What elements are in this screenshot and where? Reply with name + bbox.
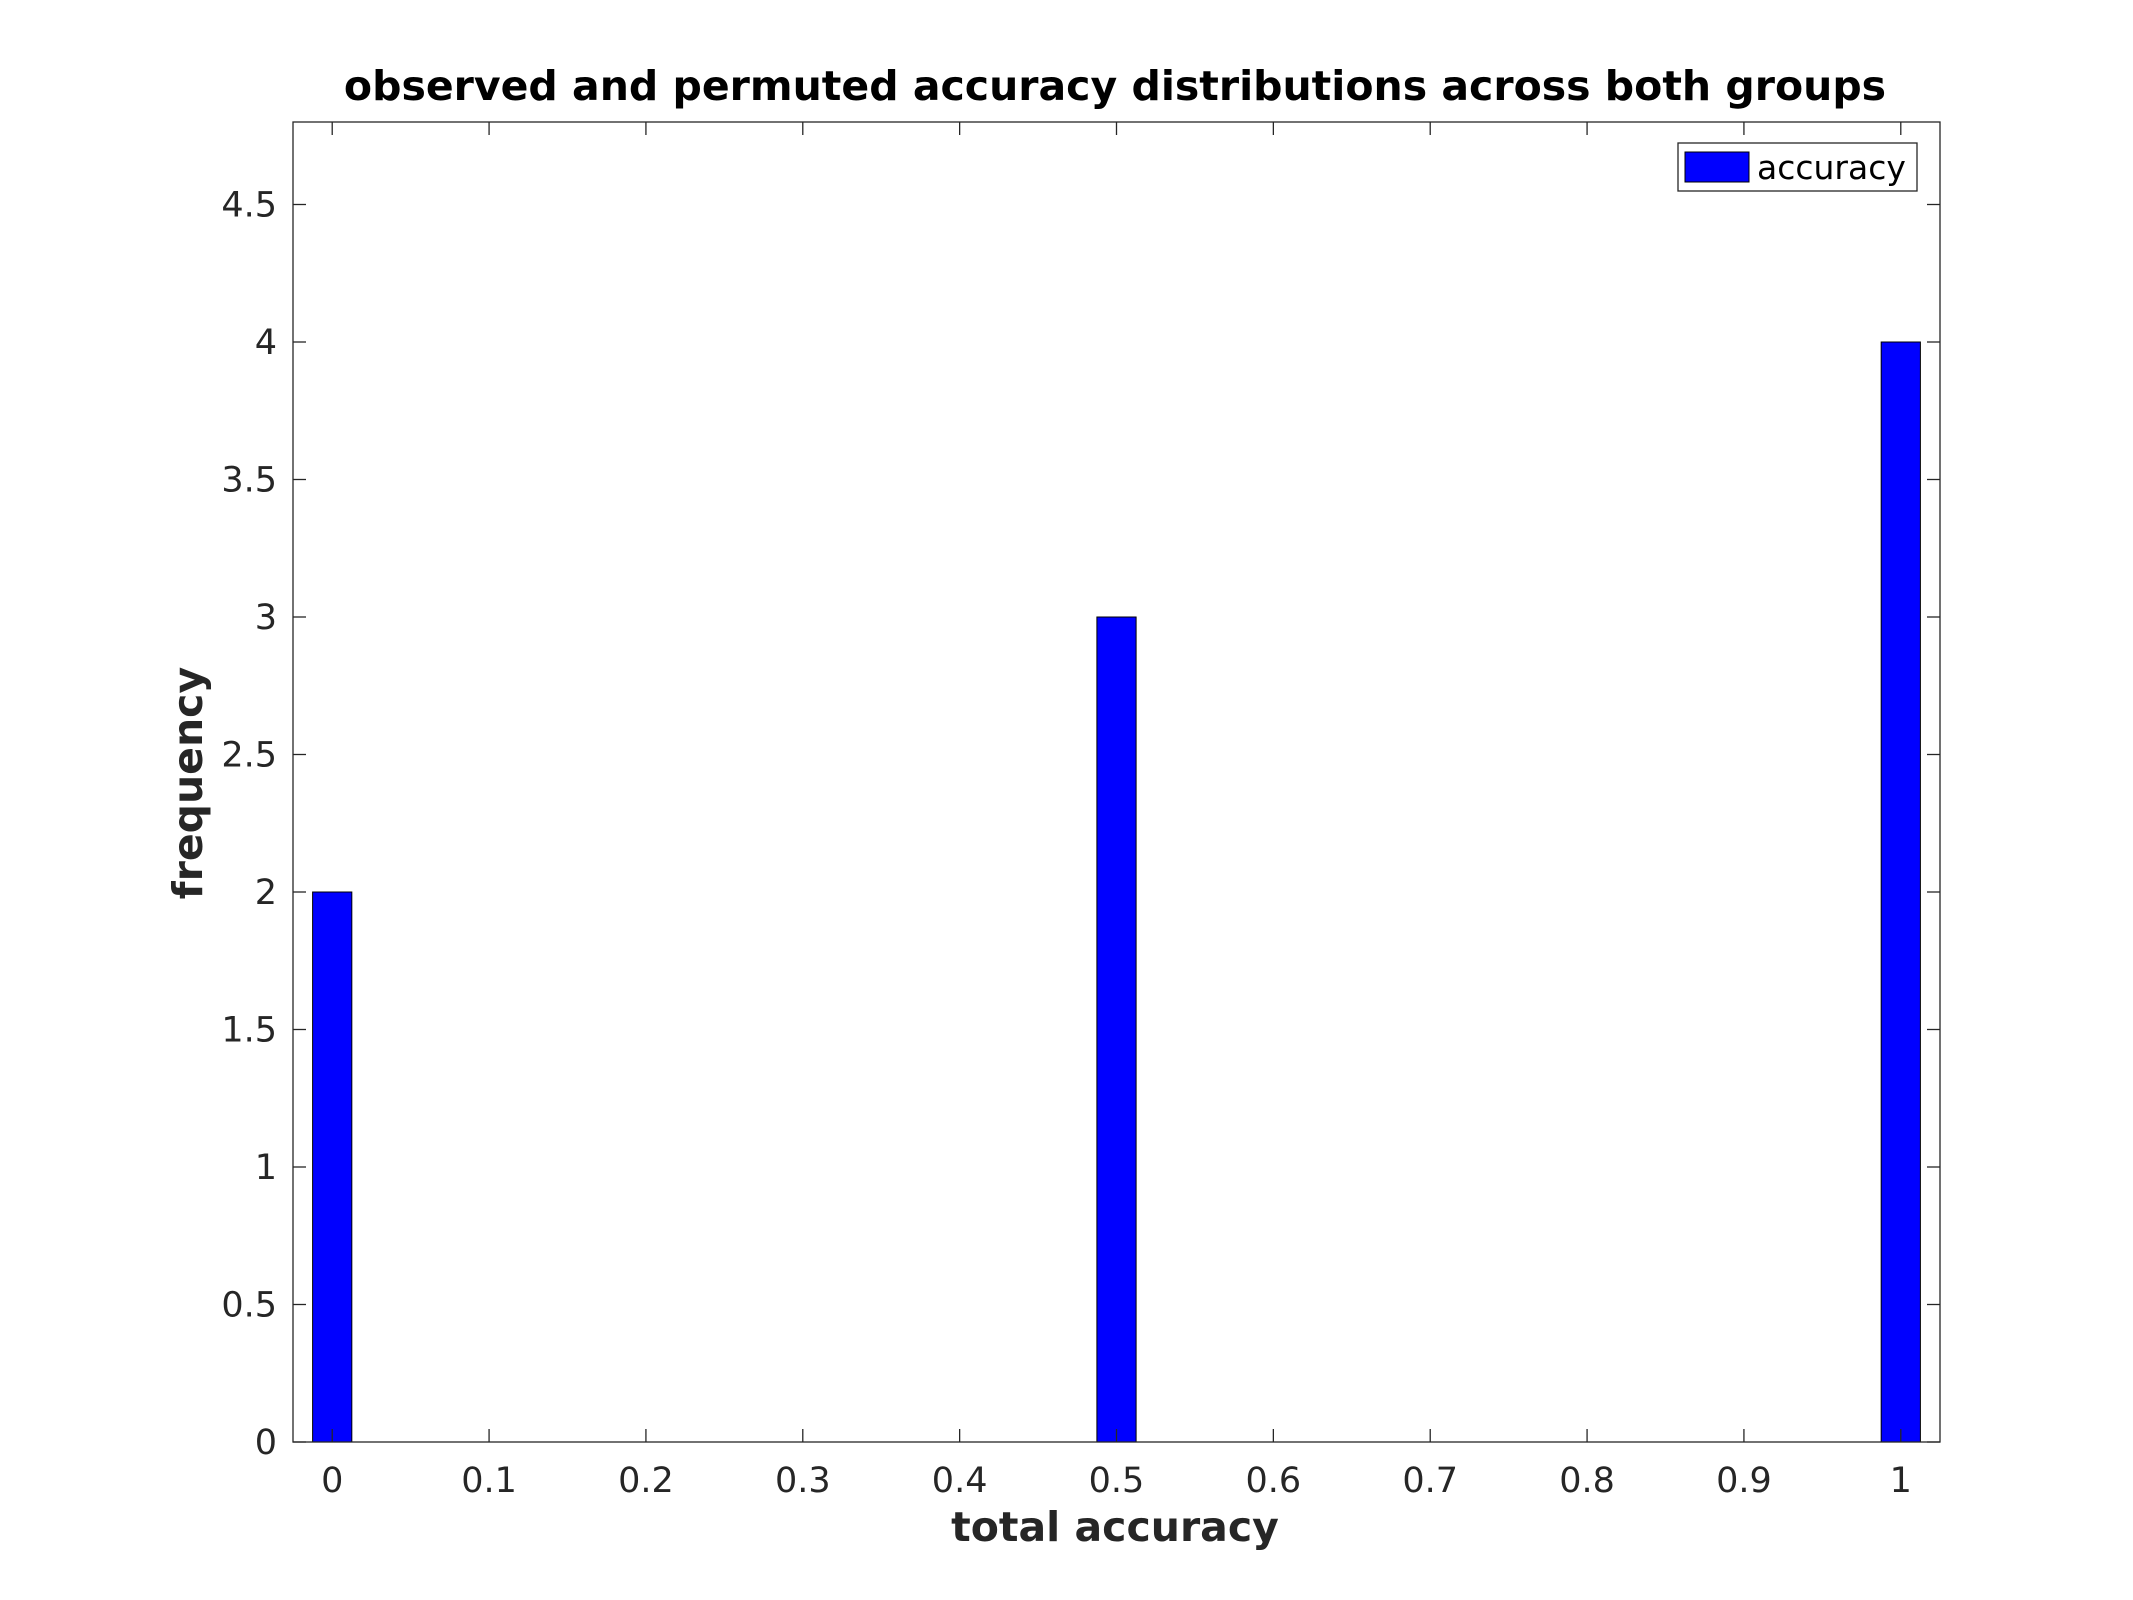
y-tick-label: 3 — [255, 598, 277, 638]
bar — [312, 891, 353, 1443]
bar — [1880, 341, 1921, 1443]
x-tick-label: 1 — [1890, 1461, 1912, 1501]
ticks-layer — [293, 122, 1940, 1443]
y-tick-label: 3.5 — [221, 461, 277, 501]
x-tick-label: 0.7 — [1402, 1461, 1458, 1501]
y-tick-labels: 0 0.5 1 1.5 2 2.5 3 3.5 4 4.5 — [221, 186, 277, 1464]
legend-swatch-accuracy — [1684, 151, 1750, 183]
legend: accuracy — [1677, 142, 1918, 192]
axes-box — [292, 121, 1941, 1443]
x-axis-title: total accuracy — [951, 1503, 1279, 1551]
y-tick-label: 4.5 — [221, 186, 277, 226]
x-tick-label: 0.1 — [461, 1461, 517, 1501]
chart-title: observed and permuted accuracy distribut… — [344, 62, 1886, 110]
y-tick-label: 1 — [255, 1148, 277, 1188]
x-tick-label: 0.4 — [932, 1461, 988, 1501]
y-tick-label: 1.5 — [221, 1011, 277, 1051]
x-tick-label: 0.5 — [1089, 1461, 1145, 1501]
legend-label-accuracy: accuracy — [1757, 148, 1906, 187]
x-tick-label: 0.8 — [1559, 1461, 1615, 1501]
y-tick-label: 0.5 — [221, 1286, 277, 1326]
x-tick-label: 0 — [321, 1461, 343, 1501]
y-tick-label: 0 — [255, 1423, 277, 1463]
x-tick-label: 0.6 — [1246, 1461, 1302, 1501]
y-tick-label: 4 — [255, 323, 277, 363]
bar — [1096, 616, 1137, 1443]
x-tick-label: 0.2 — [618, 1461, 674, 1501]
x-tick-label: 0.9 — [1716, 1461, 1772, 1501]
legend-box — [1677, 142, 1918, 192]
x-tick-label: 0.3 — [775, 1461, 831, 1501]
x-tick-labels: 0 0.1 0.2 0.3 0.4 0.5 0.6 0.7 0.8 0.9 1 — [321, 1461, 1912, 1501]
bars-layer — [312, 341, 1921, 1443]
y-axis-title: frequency — [164, 667, 212, 899]
y-tick-label: 2 — [255, 873, 277, 913]
y-tick-label: 2.5 — [221, 736, 277, 776]
